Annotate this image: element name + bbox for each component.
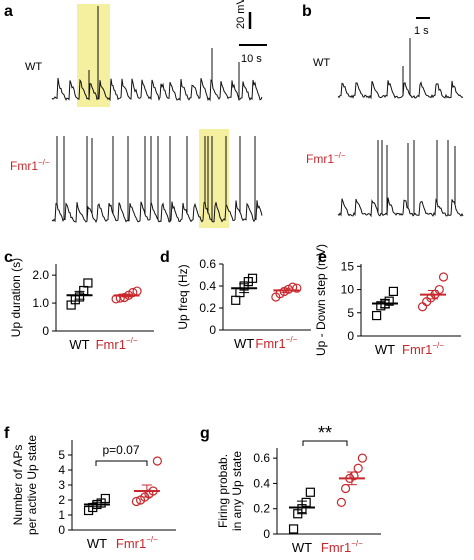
y-tick-label-g: 0.4 — [253, 476, 270, 490]
point-ko-f — [152, 456, 162, 466]
x-tick-label-e: Fmr1−/− — [402, 341, 444, 357]
y-tick-label-c: 1.0 — [32, 296, 49, 310]
annotation-f: p=0.07 — [102, 443, 139, 457]
y-axis-label-c: Up duration (s) — [9, 258, 23, 337]
y-axis-label-e: Up - Down step (mV) — [314, 244, 328, 356]
y-tick-label-e: 10 — [341, 283, 355, 297]
y-tick-label-f: 1 — [58, 508, 65, 522]
trace-wt-zoom — [337, 38, 464, 100]
panel-a: a WT Fmr1−/− 20 mV 10 s — [4, 0, 267, 228]
panel-f-label: f — [4, 425, 10, 442]
x-tick-label-d: WT — [234, 336, 254, 351]
wt-label-b: WT — [313, 57, 330, 69]
y-tick-label-d: 0.4 — [199, 279, 216, 293]
scatter-panels: 01.02.0Up duration (s)WT Fmr1−/−00.20.40.… — [9, 244, 461, 555]
chart-d: 0 0.2 0.4 0.6 Up freq (Hz) WT Fmr1−/− — [176, 257, 311, 351]
panel-b: b 1 s WT Fmr1−/− — [302, 3, 464, 218]
panel-d-label: d — [160, 249, 170, 266]
bracket-g: ** — [302, 423, 348, 446]
panel-e-label: e — [318, 249, 327, 266]
x-tick-label-c: WT — [69, 337, 89, 352]
panel-b-label: b — [302, 3, 312, 20]
chart-g: 0 0.2 0.4 0.6 Firing probab.in any Up state W… — [216, 448, 381, 555]
point-ko-g — [353, 463, 363, 473]
ko-label-b: Fmr1−/− — [306, 151, 346, 166]
point-ko-e — [438, 272, 449, 282]
point-ko-e — [434, 284, 444, 295]
y-tick-label-d: 0.2 — [199, 301, 216, 315]
x-tick-label-e: WT — [375, 342, 395, 357]
bracket-f: p=0.07 — [95, 443, 148, 466]
y-tick-label-g: 0.6 — [253, 451, 270, 465]
point-ko-f — [131, 496, 141, 507]
x-tick-label-d: Fmr1−/− — [255, 335, 297, 351]
x-tick-label-f: Fmr1−/− — [116, 535, 158, 551]
point-ko-g — [357, 453, 367, 463]
y-tick-label-f: 5 — [58, 448, 65, 462]
scale-voltage-label: 20 mV — [235, 0, 247, 29]
point-ko-g — [340, 483, 351, 494]
point-ko-d — [292, 283, 302, 293]
scale-time-label: 10 s — [241, 53, 262, 65]
point-wt-g — [288, 524, 299, 534]
y-axis-label-g: Firing probab.in any Up state — [216, 451, 244, 531]
point-wt-e — [372, 310, 382, 321]
y-tick-label-f: 2 — [58, 493, 65, 507]
x-tick-label-c: Fmr1−/− — [96, 336, 138, 352]
point-ko-e — [417, 302, 428, 312]
annotation-g: ** — [318, 423, 332, 443]
point-wt-d — [231, 295, 241, 305]
point-ko-c — [115, 293, 125, 303]
y-tick-label-d: 0.6 — [199, 257, 216, 271]
chart-c: 0 1.0 2.0 Up duration (s) WT Fmr1−/− — [9, 258, 154, 352]
y-tick-label-g: 0.2 — [253, 502, 270, 516]
point-wt-d — [247, 273, 258, 283]
point-wt-g — [305, 487, 315, 497]
y-tick-label-e: 0 — [347, 329, 354, 343]
panel-g-label: g — [200, 425, 210, 442]
point-wt-c — [83, 278, 93, 288]
y-tick-label-e: 5 — [347, 306, 354, 320]
trace-ko-zoom — [337, 140, 464, 218]
y-tick-label-f: 4 — [58, 463, 65, 477]
point-wt-e — [388, 286, 398, 297]
y-tick-label-g: 0 — [263, 527, 270, 541]
y-tick-label-d: 0 — [209, 323, 216, 337]
y-axis-label-d: Up freq (Hz) — [176, 264, 190, 329]
x-tick-label-g: WT — [292, 540, 312, 555]
y-axis-label-f: Number of APsper active Up state — [11, 435, 39, 535]
chart-e: 0 5 10 15 Up - Down step (mV) WT Fmr1−/− — [314, 244, 461, 357]
x-tick-label-g: Fmr1−/− — [321, 539, 363, 555]
point-wt-f — [100, 493, 110, 504]
panel-a-label: a — [4, 3, 13, 20]
panel-c-label: c — [4, 249, 13, 266]
x-tick-label-f: WT — [87, 536, 107, 551]
ko-label: Fmr1−/− — [10, 158, 50, 173]
y-tick-label-c: 2.0 — [32, 268, 49, 282]
trace-wt — [51, 6, 263, 102]
y-tick-label-c: 0 — [42, 324, 49, 338]
wt-label: WT — [25, 61, 42, 73]
point-ko-g — [336, 497, 346, 507]
y-tick-label-e: 15 — [341, 259, 355, 273]
y-tick-label-f: 0 — [58, 523, 65, 537]
trace-ko — [51, 136, 263, 224]
scale-time-label-b: 1 s — [414, 25, 429, 37]
y-tick-label-f: 3 — [58, 478, 65, 492]
